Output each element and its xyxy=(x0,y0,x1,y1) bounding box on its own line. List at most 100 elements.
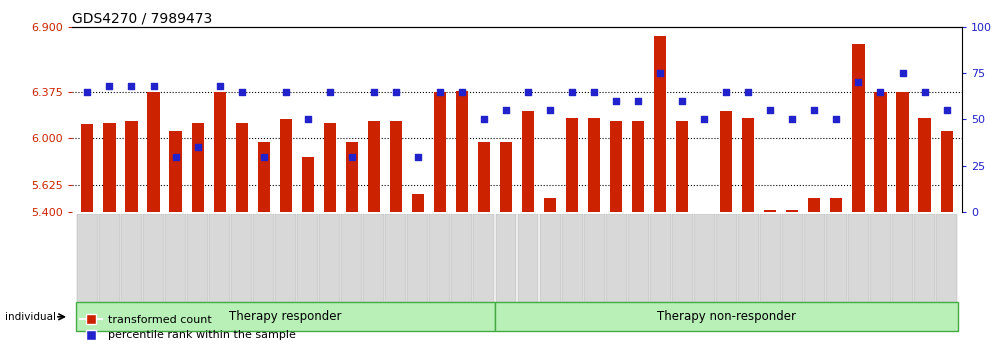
Bar xyxy=(874,92,887,212)
Point xyxy=(806,107,822,113)
Bar xyxy=(830,198,842,212)
Bar xyxy=(782,214,803,310)
Point xyxy=(432,89,448,95)
Point xyxy=(300,117,316,122)
Point xyxy=(895,70,911,76)
Point xyxy=(608,98,624,104)
Bar xyxy=(738,214,759,310)
Bar xyxy=(429,214,450,310)
Bar xyxy=(209,214,230,310)
Point xyxy=(366,89,382,95)
Bar xyxy=(764,210,776,212)
Bar xyxy=(826,214,847,310)
Bar xyxy=(412,194,424,212)
Bar xyxy=(941,131,953,212)
Point xyxy=(79,89,95,95)
Bar xyxy=(77,214,98,310)
Bar xyxy=(760,214,781,310)
Bar xyxy=(231,214,252,310)
Text: Therapy responder: Therapy responder xyxy=(229,310,342,323)
Bar xyxy=(297,214,318,310)
Bar xyxy=(143,214,164,310)
Point xyxy=(696,117,712,122)
Point xyxy=(256,154,272,159)
Bar xyxy=(870,214,891,310)
Point xyxy=(278,89,294,95)
Bar xyxy=(804,214,825,310)
Bar xyxy=(676,121,688,212)
Bar xyxy=(892,214,913,310)
Bar xyxy=(363,214,384,310)
Point xyxy=(212,83,228,89)
Bar xyxy=(720,111,732,212)
Bar xyxy=(540,214,561,310)
Point xyxy=(322,89,338,95)
Bar xyxy=(786,210,798,212)
Point xyxy=(454,89,470,95)
Bar xyxy=(566,118,578,212)
Bar xyxy=(742,118,754,212)
Bar xyxy=(253,214,274,310)
Bar xyxy=(584,214,605,310)
Point xyxy=(520,89,536,95)
Bar xyxy=(496,214,516,310)
Bar xyxy=(434,92,446,212)
Bar xyxy=(214,92,226,212)
Bar xyxy=(280,119,292,212)
FancyBboxPatch shape xyxy=(76,302,495,331)
Point xyxy=(498,107,514,113)
Point xyxy=(850,80,866,85)
Bar xyxy=(187,214,208,310)
Bar xyxy=(628,214,649,310)
Bar xyxy=(165,214,186,310)
FancyBboxPatch shape xyxy=(495,302,958,331)
Point xyxy=(542,107,558,113)
Point xyxy=(410,154,426,159)
Bar xyxy=(121,214,142,310)
Bar xyxy=(341,214,362,310)
Text: individual: individual xyxy=(5,312,56,322)
Point xyxy=(344,154,360,159)
Bar xyxy=(478,142,490,212)
Bar xyxy=(562,214,583,310)
Bar xyxy=(473,214,494,310)
Bar xyxy=(544,198,556,212)
Bar xyxy=(672,214,693,310)
Bar xyxy=(81,124,93,212)
Point xyxy=(674,98,690,104)
Bar xyxy=(236,123,248,212)
Legend: transformed count, percentile rank within the sample: transformed count, percentile rank withi… xyxy=(76,310,300,345)
Bar xyxy=(125,121,138,212)
Bar xyxy=(169,131,182,212)
Point xyxy=(190,144,206,150)
Point xyxy=(917,89,933,95)
Bar xyxy=(654,36,666,212)
Bar xyxy=(147,92,160,212)
Bar xyxy=(368,121,380,212)
Bar xyxy=(407,214,428,310)
Bar xyxy=(896,92,909,212)
Bar xyxy=(632,121,644,212)
Point xyxy=(123,83,139,89)
Bar xyxy=(650,214,671,310)
Point xyxy=(388,89,404,95)
Bar xyxy=(606,214,627,310)
Bar xyxy=(385,214,406,310)
Point xyxy=(234,89,250,95)
Bar xyxy=(716,214,737,310)
Text: GDS4270 / 7989473: GDS4270 / 7989473 xyxy=(72,11,212,25)
Point xyxy=(101,83,117,89)
Bar xyxy=(99,214,120,310)
Bar xyxy=(456,91,468,212)
Bar xyxy=(698,212,710,215)
Bar xyxy=(319,214,340,310)
Bar xyxy=(588,118,600,212)
Point xyxy=(939,107,955,113)
Bar xyxy=(852,44,865,212)
Bar xyxy=(694,214,715,310)
Point xyxy=(630,98,646,104)
Bar xyxy=(302,157,314,212)
Bar xyxy=(103,123,116,212)
Point xyxy=(828,117,844,122)
Bar xyxy=(390,121,402,212)
